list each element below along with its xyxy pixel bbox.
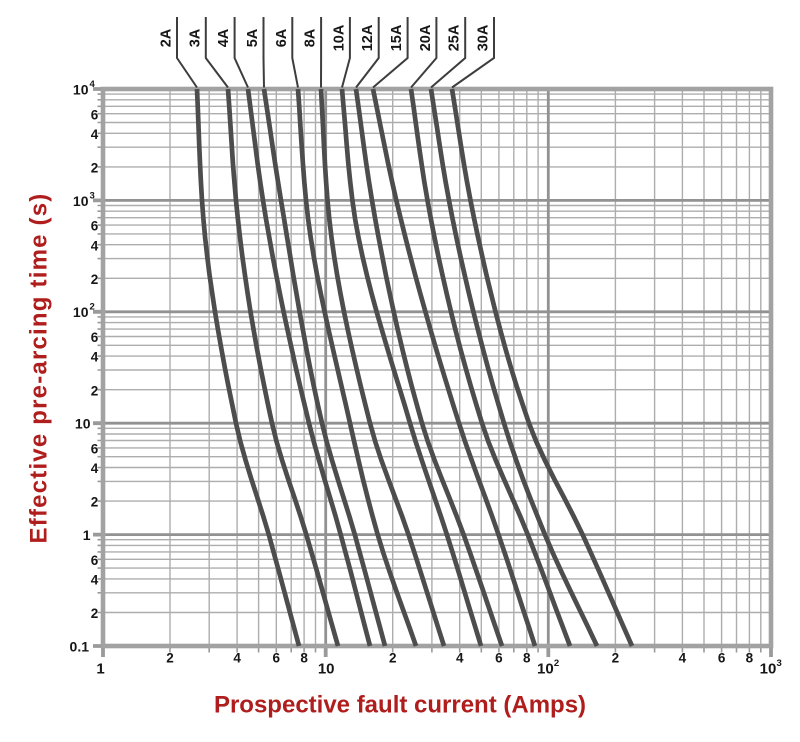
- svg-text:3: 3: [90, 190, 95, 201]
- svg-text:2: 2: [91, 161, 99, 176]
- svg-text:8: 8: [523, 651, 531, 666]
- svg-text:2: 2: [166, 651, 174, 666]
- svg-text:10: 10: [73, 304, 89, 320]
- svg-text:10: 10: [73, 193, 89, 209]
- svg-text:4: 4: [90, 79, 96, 90]
- svg-text:30A: 30A: [476, 24, 492, 51]
- svg-text:1: 1: [96, 661, 104, 678]
- svg-text:2: 2: [91, 383, 99, 398]
- svg-text:Prospective fault current (Amp: Prospective fault current (Amps): [214, 692, 586, 719]
- svg-text:4: 4: [679, 651, 687, 666]
- svg-text:8: 8: [746, 651, 754, 666]
- svg-text:6: 6: [91, 107, 99, 122]
- svg-text:6: 6: [91, 553, 99, 568]
- svg-text:4A: 4A: [216, 28, 232, 47]
- svg-text:2: 2: [91, 272, 99, 287]
- svg-text:2: 2: [389, 651, 397, 666]
- svg-text:Effective pre-arcing time (s): Effective pre-arcing time (s): [26, 193, 53, 544]
- svg-text:3A: 3A: [187, 28, 203, 47]
- svg-text:4: 4: [91, 461, 99, 476]
- svg-text:25A: 25A: [447, 24, 463, 51]
- svg-text:10A: 10A: [331, 24, 347, 51]
- svg-text:10: 10: [760, 661, 777, 678]
- svg-text:10: 10: [318, 661, 335, 678]
- svg-text:6: 6: [495, 651, 503, 666]
- svg-text:10: 10: [537, 661, 554, 678]
- svg-text:12A: 12A: [360, 24, 376, 51]
- svg-text:4: 4: [91, 350, 99, 365]
- svg-text:10: 10: [73, 81, 89, 97]
- svg-text:6: 6: [718, 651, 726, 666]
- svg-text:10: 10: [75, 416, 91, 432]
- svg-text:6: 6: [91, 330, 99, 345]
- svg-text:8: 8: [300, 651, 308, 666]
- svg-text:2A: 2A: [159, 28, 175, 47]
- svg-text:6: 6: [273, 651, 281, 666]
- svg-text:2: 2: [554, 658, 559, 669]
- svg-text:15A: 15A: [389, 24, 405, 51]
- svg-text:2: 2: [91, 606, 99, 621]
- svg-text:2: 2: [612, 651, 620, 666]
- svg-text:5A: 5A: [245, 28, 261, 47]
- svg-text:1: 1: [83, 527, 91, 543]
- svg-text:2: 2: [91, 495, 99, 510]
- svg-text:6: 6: [91, 219, 99, 234]
- svg-text:6: 6: [91, 442, 99, 457]
- svg-text:4: 4: [91, 127, 99, 142]
- svg-text:6A: 6A: [274, 28, 290, 47]
- svg-text:3: 3: [777, 658, 782, 669]
- svg-text:20A: 20A: [418, 24, 434, 51]
- svg-text:4: 4: [456, 651, 464, 666]
- svg-text:4: 4: [233, 651, 241, 666]
- svg-text:8A: 8A: [303, 28, 319, 47]
- svg-text:4: 4: [91, 573, 99, 588]
- svg-text:2: 2: [90, 302, 95, 313]
- svg-text:0.1: 0.1: [70, 638, 90, 654]
- svg-text:4: 4: [91, 238, 99, 253]
